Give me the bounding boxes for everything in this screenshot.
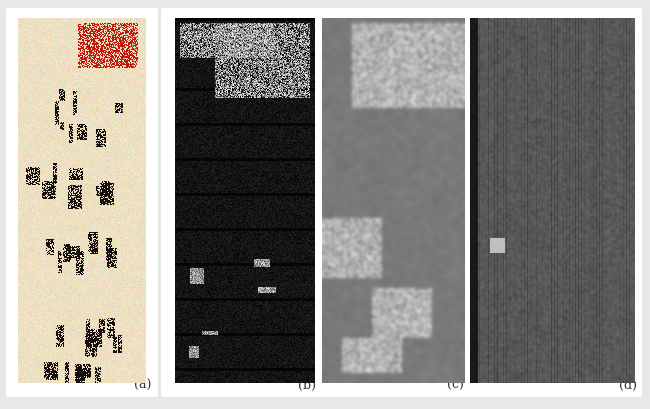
Text: (d): (d) — [619, 379, 637, 392]
FancyBboxPatch shape — [161, 8, 642, 397]
Text: (b): (b) — [298, 379, 316, 392]
Text: (c): (c) — [447, 379, 464, 392]
FancyBboxPatch shape — [6, 8, 158, 397]
Text: (a): (a) — [134, 379, 151, 392]
